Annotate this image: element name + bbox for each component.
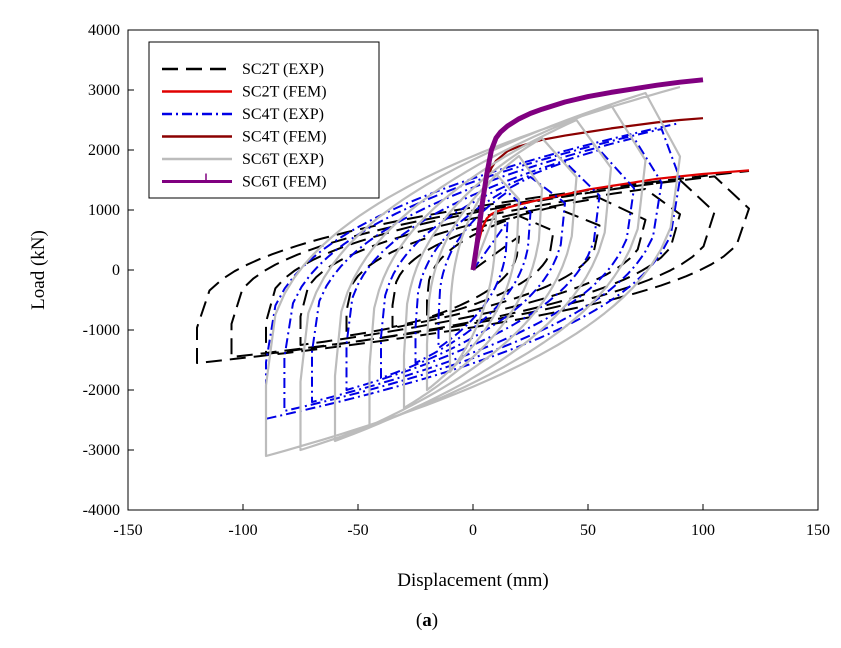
legend-label: SC4T (FEM) (242, 129, 327, 146)
x-tick-label: 50 (580, 522, 596, 539)
legend-label: SC2T (FEM) (242, 84, 327, 101)
y-tick-label: -2000 (83, 382, 120, 399)
series-line (471, 169, 750, 271)
y-tick-label: 1000 (88, 202, 120, 219)
axes-layer: -150 -100 -50 0 50 100 150 -4000 -3000 -2000 -1000… (83, 22, 830, 539)
legend-label: SC2T (EXP) (242, 61, 324, 78)
legend-label: SC4T (EXP) (242, 106, 324, 123)
caption-letter: a (422, 610, 432, 631)
series-line (470, 77, 704, 271)
y-tick-label: 2000 (88, 142, 120, 159)
x-tick-label: -100 (228, 522, 257, 539)
x-tick-label: -150 (113, 522, 142, 539)
y-tick-label: -1000 (83, 322, 120, 339)
series-line (264, 85, 682, 458)
y-tick-label: 0 (112, 262, 120, 279)
y-tick-label: 4000 (88, 22, 120, 39)
x-tick-label: -50 (347, 522, 368, 539)
series-line (265, 122, 681, 420)
caption-open: ( (416, 610, 422, 631)
legend-label: SC6T (EXP) (242, 151, 324, 168)
series-layer (196, 77, 750, 458)
y-tick-label: -3000 (83, 442, 120, 459)
x-tick-label: 100 (691, 522, 715, 539)
legend: SC2T (EXP) SC2T (FEM) SC4T (EXP) SC4T (FEM)… (148, 41, 380, 199)
series-line (471, 117, 704, 271)
x-axis-title: Displacement (mm) (397, 570, 548, 591)
y-tick-label: -4000 (83, 502, 120, 519)
y-axis-title: Load (kN) (28, 230, 49, 310)
y-tick-label: 3000 (88, 82, 120, 99)
x-tick-label: 150 (806, 522, 830, 539)
x-tick-label: 0 (469, 522, 477, 539)
caption-close: ) (432, 610, 438, 631)
legend-label: SC6T (FEM) (242, 174, 327, 191)
figure-caption: (a) (416, 610, 438, 631)
